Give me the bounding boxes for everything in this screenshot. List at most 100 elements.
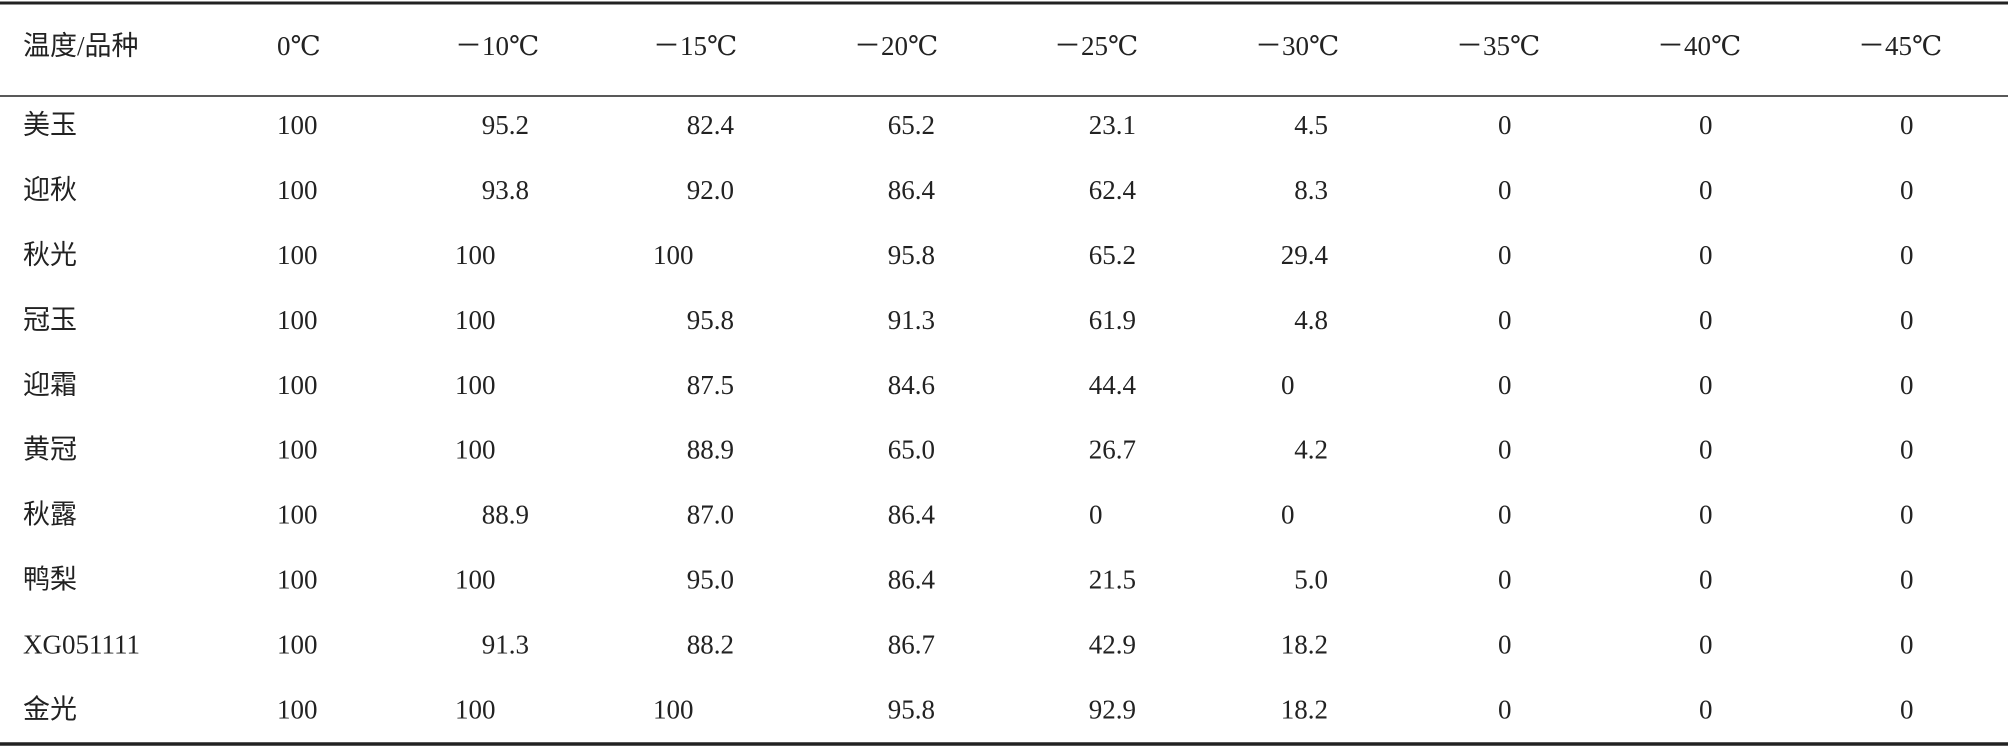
cell: 87.0 (687, 500, 734, 530)
row-label: 秋露 (23, 500, 77, 530)
row-label: 黄冠 (23, 435, 77, 465)
cell: 0 (1900, 565, 1914, 595)
row-label: 鸭梨 (23, 565, 77, 595)
cell: 8.3 (1294, 175, 1328, 205)
header-cell: －35℃ (1456, 31, 1540, 61)
cell: 100 (277, 175, 318, 205)
cell: 0 (1699, 694, 1713, 724)
cell: 0 (1900, 240, 1914, 270)
cell: 0 (1498, 370, 1512, 400)
cell: 5.0 (1294, 565, 1328, 595)
cell: 88.2 (687, 629, 734, 659)
cell: 95.2 (482, 110, 529, 140)
cell: 0 (1699, 629, 1713, 659)
cell: 92.9 (1089, 694, 1136, 724)
cell: 4.5 (1294, 110, 1328, 140)
cell: 86.4 (888, 175, 936, 205)
row-label: XG051111 (23, 629, 140, 659)
cell: 21.5 (1089, 565, 1136, 595)
cell: 91.3 (482, 629, 529, 659)
cell: 0 (1699, 175, 1713, 205)
cell: 100 (277, 629, 318, 659)
header-cell: 温度/品种 (23, 31, 139, 61)
cell: 0 (1089, 500, 1103, 530)
cell: 86.7 (888, 629, 935, 659)
cell: 0 (1699, 305, 1713, 335)
cell: 0 (1699, 240, 1713, 270)
cell: 61.9 (1089, 305, 1136, 335)
cell: 0 (1498, 500, 1512, 530)
cell: 18.2 (1281, 629, 1328, 659)
header-cell: －30℃ (1255, 31, 1339, 61)
header-cell: 0℃ (277, 31, 321, 61)
cell: 88.9 (687, 435, 734, 465)
cell: 100 (653, 240, 694, 270)
cell: 0 (1281, 500, 1295, 530)
cell: 0 (1900, 435, 1914, 465)
cell: 100 (455, 370, 496, 400)
cell: 65.0 (888, 435, 935, 465)
cell: 65.2 (1089, 240, 1136, 270)
cell: 100 (455, 305, 496, 335)
cell: 100 (277, 500, 318, 530)
header-cell: －10℃ (455, 31, 539, 61)
cell: 100 (277, 694, 318, 724)
cell: 0 (1900, 629, 1914, 659)
row-label: 秋光 (23, 240, 77, 270)
cell: 100 (277, 370, 318, 400)
cell: 0 (1699, 500, 1713, 530)
cell: 100 (455, 240, 496, 270)
cell: 0 (1900, 110, 1914, 140)
cell: 100 (455, 694, 496, 724)
cell: 100 (277, 565, 318, 595)
cell: 93.8 (482, 175, 529, 205)
header-cell: －15℃ (653, 31, 737, 61)
cell: 100 (277, 110, 318, 140)
header-cell: －45℃ (1858, 31, 1942, 61)
cell: 0 (1900, 500, 1914, 530)
cell: 0 (1498, 240, 1512, 270)
cell: 95.0 (687, 565, 734, 595)
cell: 65.2 (888, 110, 935, 140)
cell: 0 (1498, 110, 1512, 140)
row-label: 美玉 (23, 110, 77, 140)
cell: 0 (1498, 305, 1512, 335)
cell: 100 (277, 305, 318, 335)
row-label: 迎秋 (23, 175, 77, 205)
cell: 0 (1498, 629, 1512, 659)
cell: 95.8 (687, 305, 734, 335)
cell: 0 (1699, 110, 1713, 140)
cell: 0 (1699, 565, 1713, 595)
cell: 95.8 (888, 694, 935, 724)
cell: 0 (1900, 694, 1914, 724)
cell: 23.1 (1089, 110, 1136, 140)
cell: 0 (1900, 305, 1914, 335)
cell: 0 (1699, 435, 1713, 465)
cell: 42.9 (1089, 629, 1136, 659)
row-label: 冠玉 (23, 305, 77, 335)
cell: 88.9 (482, 500, 529, 530)
cell: 62.4 (1089, 175, 1137, 205)
cell: 87.5 (687, 370, 734, 400)
cell: 26.7 (1089, 435, 1136, 465)
cell: 86.4 (888, 500, 936, 530)
header-cell: －40℃ (1657, 31, 1741, 61)
cell: 100 (653, 694, 694, 724)
cell: 0 (1699, 370, 1713, 400)
cell: 84.6 (888, 370, 935, 400)
cell: 100 (277, 240, 318, 270)
cell: 0 (1900, 370, 1914, 400)
cell: 44.4 (1089, 370, 1137, 400)
cell: 0 (1281, 370, 1295, 400)
header-cell: －25℃ (1054, 31, 1138, 61)
cell: 0 (1498, 435, 1512, 465)
cell: 4.2 (1294, 435, 1328, 465)
cell: 29.4 (1281, 240, 1329, 270)
cell: 82.4 (687, 110, 735, 140)
cell: 0 (1498, 694, 1512, 724)
row-label: 迎霜 (23, 370, 77, 400)
cell: 91.3 (888, 305, 935, 335)
cell: 100 (277, 435, 318, 465)
